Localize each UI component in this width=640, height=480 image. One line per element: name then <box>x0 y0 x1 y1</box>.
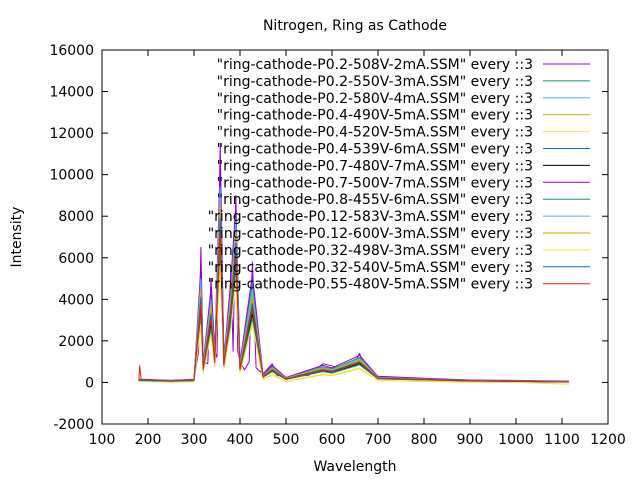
legend: "ring-cathode-P0.2-508V-2mA.SSM" every :… <box>208 57 590 293</box>
y-tick-label: 8000 <box>58 209 94 225</box>
legend-label: "ring-cathode-P0.32-498V-3mA.SSM" every … <box>208 243 533 259</box>
x-tick-label: 700 <box>365 432 392 448</box>
x-axis-title: Wavelength <box>313 459 396 475</box>
y-tick-label: 14000 <box>49 85 94 101</box>
legend-label: "ring-cathode-P0.32-540V-5mA.SSM" every … <box>208 260 533 276</box>
ticks-layer: 100 200 300 400 500 600 700 800 900 1000 1100 1200 -… <box>49 43 625 448</box>
legend-label: "ring-cathode-P0.2-550V-3mA.SSM" every :… <box>217 74 533 90</box>
y-tick-label: 16000 <box>49 43 94 59</box>
x-tick-label: 200 <box>135 432 162 448</box>
x-tick-label: 900 <box>457 432 484 448</box>
y-tick-label: -2000 <box>53 417 94 433</box>
y-tick-label: 4000 <box>58 292 94 308</box>
legend-label: "ring-cathode-P0.12-583V-3mA.SSM" every … <box>208 209 533 225</box>
x-tick-label: 400 <box>227 432 254 448</box>
x-tick-label: 800 <box>411 432 438 448</box>
legend-label: "ring-cathode-P0.8-455V-6mA.SSM" every :… <box>217 192 533 208</box>
legend-label: "ring-cathode-P0.4-520V-5mA.SSM" every :… <box>217 125 533 141</box>
x-tick-label: 1100 <box>544 432 580 448</box>
y-tick-label: 6000 <box>58 251 94 267</box>
x-tick-label: 1000 <box>498 432 534 448</box>
y-tick-label: 2000 <box>58 334 94 350</box>
x-tick-label: 500 <box>273 432 300 448</box>
y-axis-title: Intensity <box>9 207 25 268</box>
x-tick-label: 300 <box>181 432 208 448</box>
x-tick-label: 1200 <box>590 432 626 448</box>
y-tick-label: 0 <box>85 375 94 391</box>
chart-title: Nitrogen, Ring as Cathode <box>263 18 447 34</box>
legend-label: "ring-cathode-P0.55-480V-5mA.SSM" every … <box>208 277 533 293</box>
legend-label: "ring-cathode-P0.4-539V-6mA.SSM" every :… <box>217 142 533 158</box>
legend-label: "ring-cathode-P0.7-500V-7mA.SSM" every :… <box>217 175 533 191</box>
series-layer <box>138 143 569 385</box>
x-tick-label: 100 <box>89 432 116 448</box>
series-line-14 <box>138 232 569 383</box>
legend-label: "ring-cathode-P0.2-508V-2mA.SSM" every :… <box>217 57 533 73</box>
x-tick-label: 600 <box>319 432 346 448</box>
y-tick-label: 10000 <box>49 168 94 184</box>
legend-label: "ring-cathode-P0.2-580V-4mA.SSM" every :… <box>217 91 533 107</box>
legend-label: "ring-cathode-P0.12-600V-3mA.SSM" every … <box>208 226 533 242</box>
plot-frame <box>101 49 609 425</box>
legend-label: "ring-cathode-P0.7-480V-7mA.SSM" every :… <box>217 158 533 174</box>
legend-label: "ring-cathode-P0.4-490V-5mA.SSM" every :… <box>217 108 533 124</box>
y-tick-label: 12000 <box>49 126 94 142</box>
